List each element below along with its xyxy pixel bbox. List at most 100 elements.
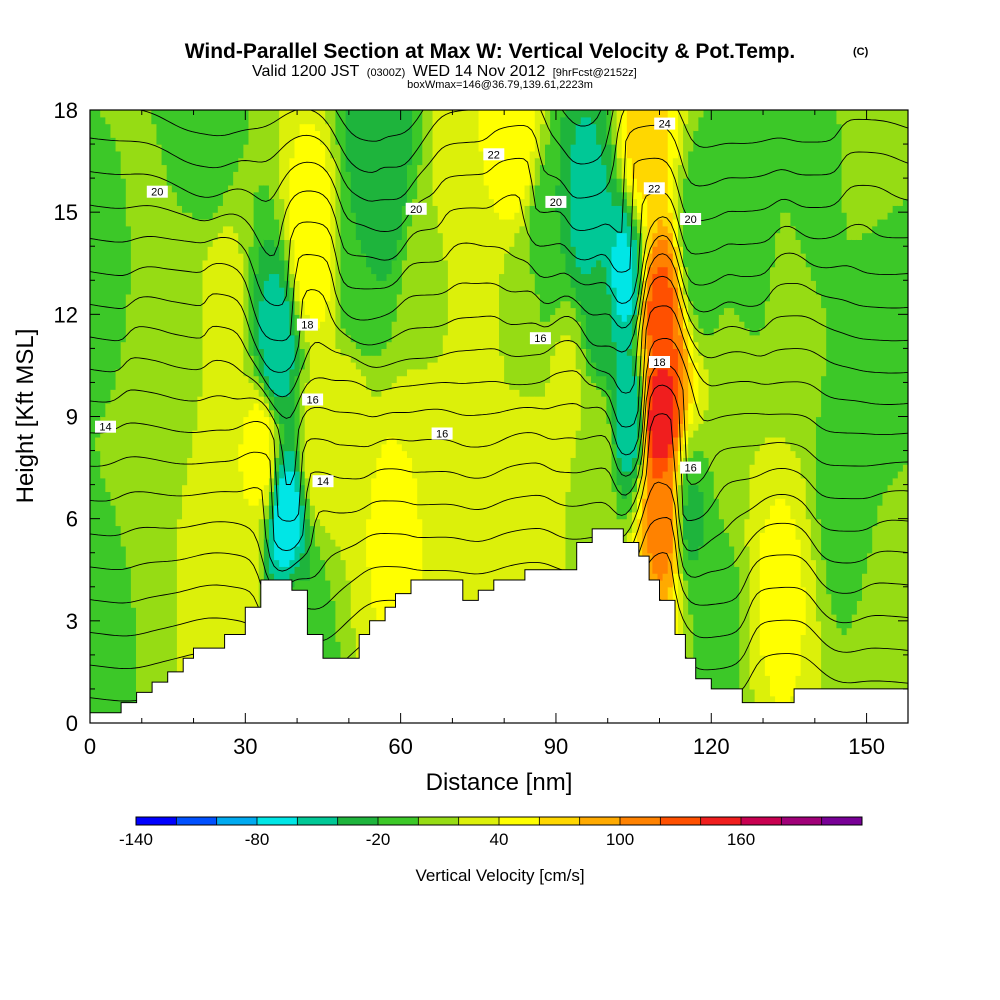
velocity-cell [647, 409, 653, 431]
theta-contour [90, 305, 908, 485]
velocity-cell [555, 212, 561, 309]
velocity-cell [381, 348, 388, 390]
velocity-cell [182, 212, 188, 486]
velocity-cell [202, 259, 209, 723]
velocity-cell [637, 218, 643, 234]
contour-label: 20 [680, 213, 702, 226]
velocity-cell [299, 123, 306, 302]
velocity-cell [125, 225, 132, 295]
velocity-cell [100, 477, 106, 723]
velocity-cell [263, 539, 270, 581]
velocity-cell [534, 157, 541, 186]
contour-label: 22 [643, 182, 665, 195]
velocity-cell [309, 110, 316, 125]
velocity-cell [355, 239, 362, 349]
velocity-cell [591, 362, 597, 384]
velocity-cell [299, 348, 306, 370]
velocity-cell [391, 259, 398, 322]
velocity-cell [800, 634, 807, 723]
velocity-cell [187, 110, 193, 213]
velocity-cell [667, 375, 674, 445]
velocity-cell [631, 355, 638, 377]
velocity-cell [207, 246, 214, 723]
velocity-cell [662, 573, 669, 608]
velocity-cell [672, 246, 679, 268]
velocity-cell [279, 287, 285, 397]
velocity-cell [391, 382, 398, 438]
velocity-cell [688, 110, 694, 152]
velocity-cell [141, 110, 147, 723]
y-tick-label: 3 [66, 609, 78, 634]
velocity-cell [366, 266, 372, 356]
velocity-cell [575, 321, 582, 370]
velocity-cell [606, 293, 613, 390]
velocity-cell [637, 191, 643, 213]
velocity-cell [371, 355, 377, 397]
velocity-cell [688, 484, 694, 561]
colorbar: -140 -80 -20 40 100 160 [119, 816, 863, 849]
velocity-cell [335, 110, 342, 145]
velocity-cell [376, 355, 383, 397]
velocity-cell [800, 477, 807, 588]
velocity-cell [575, 123, 582, 268]
velocity-cell [672, 436, 679, 452]
velocity-cell [258, 300, 265, 349]
velocity-cell [202, 110, 209, 220]
velocity-cell [729, 545, 735, 723]
velocity-cell [350, 341, 357, 363]
colorbar-swatch [660, 817, 702, 825]
velocity-cell [652, 457, 659, 479]
contour-label: 22 [483, 148, 505, 161]
velocity-cell [279, 443, 285, 465]
velocity-cell [769, 266, 776, 438]
velocity-cell [504, 253, 510, 384]
velocity-cell [534, 396, 541, 723]
velocity-cell [514, 212, 521, 234]
velocity-cell [110, 137, 117, 390]
velocity-cell [815, 416, 822, 520]
velocity-cell [851, 239, 858, 615]
velocity-cell [611, 246, 618, 288]
velocity-cell [192, 218, 198, 431]
velocity-cell [468, 110, 475, 723]
velocity-cell [621, 321, 628, 472]
velocity-cell [268, 389, 275, 397]
velocity-cell [575, 300, 582, 322]
velocity-cell [417, 518, 423, 581]
theta-contour [137, 110, 614, 173]
velocity-cell [545, 321, 551, 384]
theta-contour [90, 157, 908, 273]
velocity-cell [734, 314, 740, 567]
velocity-cell [519, 225, 526, 397]
velocity-cell [683, 505, 689, 540]
velocity-cell [437, 355, 444, 723]
theta-contour [90, 275, 908, 428]
velocity-cell [325, 300, 331, 533]
velocity-cell [780, 110, 786, 213]
velocity-cell [340, 327, 347, 356]
velocity-cell [759, 327, 766, 445]
velocity-cell [688, 362, 694, 404]
svg-text:24: 24 [659, 119, 671, 131]
velocity-cell [616, 110, 623, 159]
velocity-cell [212, 110, 219, 213]
velocity-cell [243, 375, 250, 418]
velocity-cell [263, 280, 270, 377]
velocity-cell [672, 348, 679, 438]
velocity-cell [785, 110, 792, 213]
velocity-cell [677, 307, 684, 336]
velocity-cell [601, 110, 607, 166]
velocity-cell [248, 355, 255, 384]
svg-text:16: 16 [436, 429, 448, 441]
velocity-cell [294, 137, 301, 281]
colorbar-swatch [741, 817, 782, 825]
velocity-cell [274, 218, 280, 247]
velocity-cell [412, 477, 418, 615]
velocity-cell [412, 110, 418, 200]
colorbar-swatch [418, 817, 460, 825]
velocity-cell [263, 110, 270, 186]
velocity-cell [565, 273, 572, 302]
velocity-cell [401, 450, 408, 642]
velocity-cell [621, 178, 628, 193]
